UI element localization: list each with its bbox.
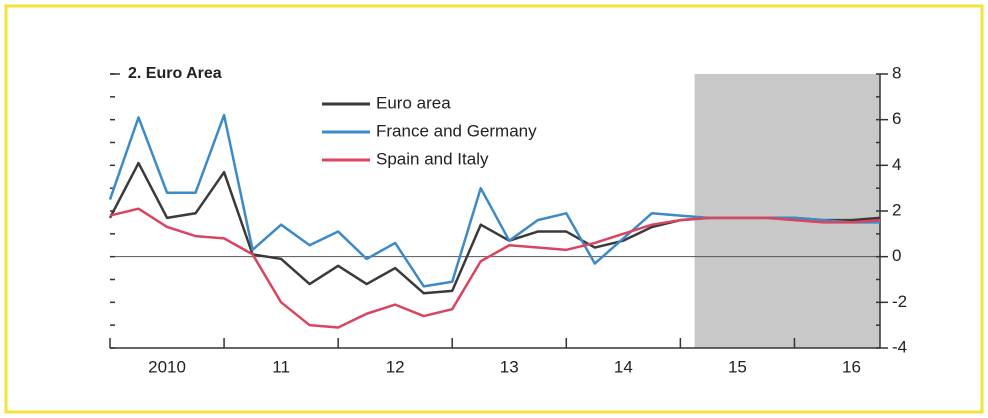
x-tick-label: 14 [614,357,633,376]
legend-label: France and Germany [376,121,537,140]
chart-title: 2. Euro Area [128,65,222,82]
series-line [109,207,881,329]
forecast-shade [694,74,880,348]
x-tick-label: 2010 [148,357,186,376]
x-tick-label: 13 [500,357,519,376]
y-tick-label: -4 [892,337,907,356]
y-tick-label: 0 [892,246,901,265]
x-tick-label: 11 [272,357,290,376]
x-tick-label: 16 [842,357,861,376]
y-tick-label: 2 [892,200,901,219]
y-tick-label: 6 [892,109,901,128]
y-tick-label: 4 [892,155,901,174]
y-tick-label: 8 [892,63,901,82]
y-tick-label: -2 [892,292,907,311]
x-tick-label: 15 [728,357,747,376]
legend-label: Spain and Italy [376,149,489,168]
legend-label: Euro area [376,93,451,112]
x-tick-label: 12 [386,357,405,376]
frame [4,4,984,414]
